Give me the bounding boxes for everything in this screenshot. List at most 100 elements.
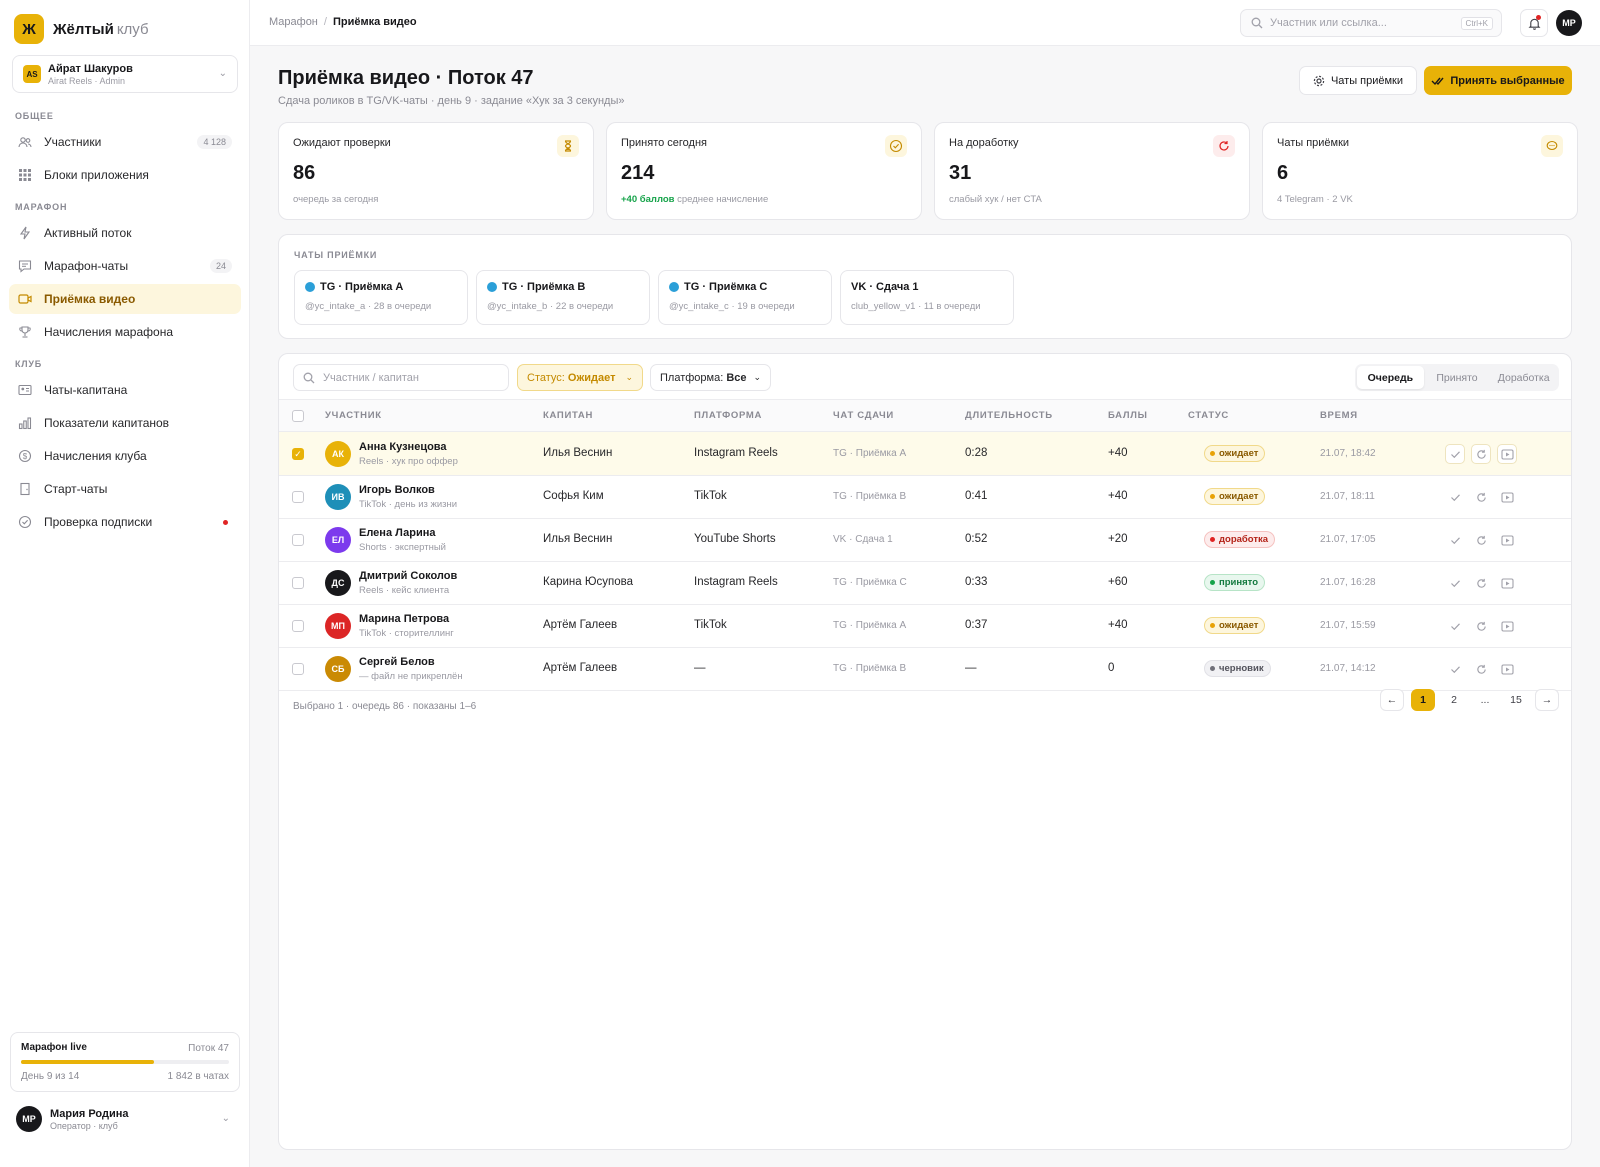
cell-points: +40	[1108, 490, 1128, 502]
intake-chat-card[interactable]: TG · Приёмка C @yc_intake_c · 19 в очеред…	[658, 270, 832, 325]
sidebar-item-marathon-chats[interactable]: Марафон-чаты 24	[9, 251, 241, 281]
prev-page-button[interactable]: ←	[1380, 689, 1404, 711]
notifications-button[interactable]	[1520, 9, 1548, 37]
marathon-progress-fill	[21, 1060, 155, 1064]
intake-chat-card[interactable]: TG · Приёмка A @yc_intake_a · 28 в очеред…	[294, 270, 468, 325]
row-checkbox[interactable]	[292, 534, 304, 546]
sidebar-item-club-points[interactable]: $ Начисления клуба	[9, 441, 241, 471]
play-video-button[interactable]	[1497, 659, 1517, 679]
return-button[interactable]	[1471, 444, 1491, 464]
global-search-input[interactable]: Участник или ссылка... Ctrl+K	[1240, 9, 1502, 37]
account-switcher[interactable]: AS Айрат Шакуров Airat Reels · Admin ⌄	[12, 55, 238, 93]
sidebar-item-marathon-points[interactable]: Начисления марафона	[9, 317, 241, 347]
column-header-captain[interactable]: КАПИТАН	[543, 410, 594, 421]
table-row[interactable]: ДС Дмитрий Соколов Reels · кейс клиента Кар…	[279, 561, 1571, 605]
table-row[interactable]: ЕЛ Елена Ларина Shorts · экспертный Илья Ве…	[279, 518, 1571, 562]
check-icon	[1450, 579, 1460, 587]
kpi-note-positive: +40 баллов	[621, 194, 675, 205]
participant-search-input[interactable]: Участник / капитан	[293, 364, 509, 391]
cell-time: 21.07, 17:05	[1320, 534, 1376, 545]
page-button[interactable]: 1	[1411, 689, 1435, 711]
table-row[interactable]: ✓ АК Анна Кузнецова Reels · хук про оффер Ил…	[279, 432, 1571, 476]
participant-name[interactable]: Дмитрий Соколов	[359, 570, 458, 582]
table-row[interactable]: СБ Сергей Белов — файл не прикреплён Артём …	[279, 647, 1571, 691]
column-header-participant[interactable]: УЧАСТНИК	[325, 410, 382, 421]
sidebar-item-active-stream[interactable]: Активный поток	[9, 218, 241, 248]
approve-button[interactable]	[1445, 616, 1465, 636]
participant-name[interactable]: Марина Петрова	[359, 613, 450, 625]
page-button[interactable]: 2	[1451, 694, 1457, 706]
column-header-points[interactable]: БАЛЛЫ	[1108, 410, 1148, 421]
play-video-button[interactable]	[1497, 573, 1517, 593]
column-header-platform[interactable]: ПЛАТФОРМА	[694, 410, 763, 421]
tab-queue[interactable]: Очередь	[1357, 366, 1424, 389]
kpi-note: +40 баллов среднее начисление	[621, 194, 907, 205]
sidebar-item-captain-stats[interactable]: Показатели капитанов	[9, 408, 241, 438]
column-header-time[interactable]: ВРЕМЯ	[1320, 410, 1358, 421]
approve-button[interactable]	[1445, 487, 1465, 507]
brand[interactable]: Ж Жёлтый клуб	[14, 14, 149, 44]
row-checkbox[interactable]	[292, 577, 304, 589]
row-checkbox[interactable]	[292, 491, 304, 503]
participant-name[interactable]: Елена Ларина	[359, 527, 436, 539]
refresh-icon	[1476, 449, 1486, 459]
return-button[interactable]	[1471, 530, 1491, 550]
accept-selected-button[interactable]: Принять выбранные	[1424, 66, 1572, 95]
tab-accepted[interactable]: Принято	[1436, 371, 1478, 384]
participant-meta: TikTok · день из жизни	[359, 499, 458, 510]
platform-filter[interactable]: Платформа: Все ⌄	[650, 364, 771, 391]
intake-chat-card[interactable]: TG · Приёмка B @yc_intake_b · 22 в очеред…	[476, 270, 650, 325]
sidebar-item-video-intake[interactable]: Приёмка видео	[9, 284, 241, 314]
status-text: черновик	[1219, 663, 1264, 674]
approve-button[interactable]	[1445, 530, 1465, 550]
return-button[interactable]	[1471, 487, 1491, 507]
sidebar-item-label: Начисления марафона	[44, 325, 173, 339]
participant-name[interactable]: Игорь Волков	[359, 484, 435, 496]
sidebar-item-start-chats[interactable]: Старт-чаты	[9, 474, 241, 504]
kpi-label: Ожидают проверки	[293, 137, 391, 149]
sidebar-item-participants[interactable]: Участники 4 128	[9, 127, 241, 157]
row-checkbox[interactable]: ✓	[292, 448, 304, 460]
sidebar-item-captain-chats[interactable]: Чаты-капитана	[9, 375, 241, 405]
column-header-duration[interactable]: ДЛИТЕЛЬНОСТЬ	[965, 410, 1053, 421]
approve-button[interactable]	[1445, 444, 1465, 464]
avatar: СБ	[325, 656, 351, 682]
column-header-chat[interactable]: ЧАТ СДАЧИ	[833, 410, 894, 421]
sidebar-item-subscription-check[interactable]: Проверка подписки	[9, 507, 241, 537]
user-name: Мария Родина	[50, 1107, 129, 1120]
intake-chats-button[interactable]: Чаты приёмки	[1299, 66, 1417, 95]
participant-name[interactable]: Сергей Белов	[359, 656, 435, 668]
return-button[interactable]	[1471, 573, 1491, 593]
chat-bubble-icon	[1541, 135, 1563, 157]
tab-rework[interactable]: Доработка	[1497, 371, 1550, 384]
play-video-button[interactable]	[1497, 530, 1517, 550]
refresh-icon	[1213, 135, 1235, 157]
row-checkbox[interactable]	[292, 620, 304, 632]
select-all-checkbox[interactable]	[292, 410, 304, 422]
return-button[interactable]	[1471, 616, 1491, 636]
approve-button[interactable]	[1445, 573, 1465, 593]
next-page-button[interactable]: →	[1535, 689, 1559, 711]
page-button[interactable]: 15	[1510, 694, 1522, 706]
approve-button[interactable]	[1445, 659, 1465, 679]
table-row[interactable]: МП Марина Петрова TikTok · сторителлинг Арт…	[279, 604, 1571, 648]
play-video-button[interactable]	[1497, 487, 1517, 507]
column-header-status[interactable]: СТАТУС	[1188, 410, 1229, 421]
sidebar-item-app-blocks[interactable]: Блоки приложения	[9, 160, 241, 190]
user-menu[interactable]: МР Мария Родина Оператор · клуб ⌄	[16, 1104, 236, 1134]
chevron-down-icon: ⌄	[753, 372, 761, 382]
brand-name: Жёлтый	[53, 20, 114, 38]
cell-platform: TikTok	[694, 619, 727, 631]
marathon-live-card[interactable]: Марафон live Поток 47 День 9 из 14 1 842…	[10, 1032, 240, 1092]
row-checkbox[interactable]	[292, 663, 304, 675]
return-button[interactable]	[1471, 659, 1491, 679]
play-video-button[interactable]	[1497, 444, 1517, 464]
avatar[interactable]: МР	[1556, 10, 1582, 36]
table-row[interactable]: ИВ Игорь Волков TikTok · день из жизни Софь…	[279, 475, 1571, 519]
breadcrumb-parent[interactable]: Марафон	[269, 16, 318, 28]
status-filter[interactable]: Статус: Ожидает ⌄	[517, 364, 643, 391]
play-video-button[interactable]	[1497, 616, 1517, 636]
intake-chat-card[interactable]: VK · Сдача 1 club_yellow_v1 · 11 в очеред…	[840, 270, 1014, 325]
kpi-note-text: среднее начисление	[677, 194, 769, 205]
participant-name[interactable]: Анна Кузнецова	[359, 441, 447, 453]
